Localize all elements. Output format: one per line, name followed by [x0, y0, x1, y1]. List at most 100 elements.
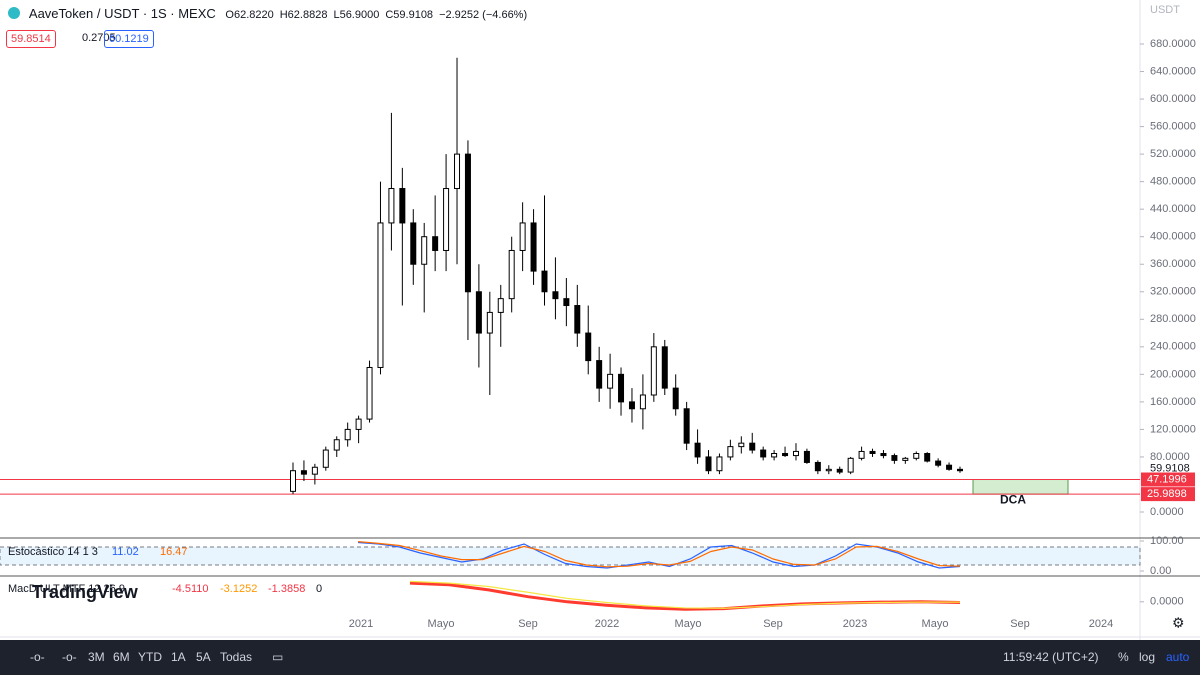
candle-body — [814, 461, 821, 472]
x-tick-label: Mayo — [675, 618, 702, 630]
header: AaveToken / USDT · 1S · MEXC O62.8220 H62… — [8, 6, 533, 21]
legend-value: 11.02 — [112, 546, 139, 558]
ask[interactable]: 60.1219 — [104, 30, 154, 48]
candle-body — [541, 270, 548, 293]
candle-body — [497, 298, 504, 313]
range[interactable]: 6M — [113, 650, 130, 664]
y-tick-label: 520.0000 — [1150, 148, 1196, 160]
settings-icon[interactable]: ⚙ — [1172, 615, 1185, 631]
candle-body — [443, 188, 450, 251]
candle-body — [639, 394, 646, 410]
candle-body — [628, 401, 635, 410]
chart: USDT TradingView ⚙ 0.0000 80.0000 120.0000… — [0, 0, 1200, 640]
candle-body — [935, 460, 942, 466]
candle-body — [858, 450, 865, 459]
y-tick-label: 360.0000 — [1150, 258, 1196, 270]
candle-body — [344, 428, 351, 441]
y-tick-label: 120.0000 — [1150, 423, 1196, 435]
y-tick-label: 480.0000 — [1150, 176, 1196, 188]
candle-body — [661, 346, 668, 389]
level-label: 25.9898 — [1147, 488, 1187, 500]
candle-body — [869, 450, 876, 455]
logo — [8, 7, 20, 19]
candle-body — [782, 453, 789, 457]
candle-body — [792, 450, 799, 457]
candle-body — [650, 346, 657, 396]
legend-value: -3.1252 — [220, 583, 257, 595]
range[interactable]: 1A — [171, 650, 186, 664]
y-tick-label: 80.0000 — [1150, 451, 1190, 463]
range[interactable]: 5A — [196, 650, 211, 664]
ohlc: L56.9000 — [333, 9, 380, 21]
range[interactable]: 3M — [88, 650, 105, 664]
candle-body — [618, 373, 625, 403]
candle-body — [311, 466, 318, 475]
candle-body — [760, 449, 767, 458]
x-tick-label: Mayo — [922, 618, 949, 630]
y-tick-label: 320.0000 — [1150, 286, 1196, 298]
candle-body — [771, 453, 778, 458]
y-tick-label: 560.0000 — [1150, 120, 1196, 132]
x-tick-label: Sep — [763, 618, 783, 630]
ohlc: O62.8220 — [225, 9, 274, 21]
zone-label: DCA — [1000, 492, 1026, 506]
icon[interactable]: -o- — [62, 650, 77, 664]
indicator-title: Estocástico 14 1 3 — [8, 546, 98, 558]
candle-body — [454, 153, 461, 190]
symbol[interactable]: AaveToken / USDT · 1S · MEXC — [28, 6, 216, 21]
legend-value: 16.47 — [160, 546, 188, 558]
y-tick-label: 240.0000 — [1150, 341, 1196, 353]
icon[interactable]: -o- — [30, 650, 45, 664]
candle-body — [290, 470, 296, 492]
range[interactable]: Todas — [220, 650, 253, 664]
x-tick-label: Sep — [1010, 618, 1030, 630]
log[interactable]: log — [1139, 650, 1156, 664]
date-icon[interactable]: ▭ — [272, 650, 284, 664]
candle-body — [366, 366, 373, 420]
candle-body — [694, 442, 701, 458]
percent[interactable]: % — [1118, 650, 1129, 664]
indicator-title: MacD ULT MTF 12 26 9 — [8, 583, 125, 595]
candle-body — [432, 236, 439, 251]
candle-body — [552, 291, 559, 300]
y-tick-label: 160.0000 — [1150, 396, 1196, 408]
watermark: TradingView — [32, 582, 139, 602]
bid[interactable]: 59.8514 — [6, 30, 56, 48]
last-price-label: 59.9108 — [1150, 463, 1190, 475]
x-tick-label: Mayo — [428, 618, 455, 630]
candle-body — [880, 453, 887, 457]
auto[interactable]: auto — [1166, 650, 1190, 664]
candle-body — [836, 468, 843, 473]
level-label: 47.1996 — [1147, 473, 1187, 485]
range[interactable]: YTD — [138, 650, 162, 664]
candle-body — [355, 418, 362, 430]
candle-body — [716, 456, 723, 472]
legend-value: -4.5110 — [172, 583, 209, 595]
candle-body — [913, 453, 920, 459]
y-tick-label: 0.0000 — [1150, 506, 1184, 518]
candle-body — [530, 222, 537, 272]
clock: 11:59:42 (UTC+2) — [1003, 650, 1099, 664]
stoch-band — [0, 546, 1141, 566]
candle-body — [825, 468, 832, 472]
level-tag — [1141, 487, 1195, 502]
candle-body — [672, 387, 679, 410]
x-tick-label: 2022 — [595, 618, 619, 630]
candle-body — [803, 450, 810, 463]
candle-body — [377, 222, 384, 368]
candle-body — [705, 456, 712, 472]
y-tick-label: 0.00 — [1150, 565, 1171, 577]
candle-body — [727, 446, 734, 458]
candle-body — [683, 408, 690, 444]
candle-body — [508, 249, 515, 300]
y-tick-label: 640.0000 — [1150, 65, 1196, 77]
y-tick-label: 280.0000 — [1150, 313, 1196, 325]
currency: USDT — [1150, 4, 1180, 16]
y-tick-label: 100.00 — [1150, 535, 1184, 547]
y-tick-label: 680.0000 — [1150, 38, 1196, 50]
indicator-line — [409, 580, 960, 609]
x-tick-label: 2024 — [1089, 618, 1113, 630]
y-tick-label: 200.0000 — [1150, 368, 1196, 380]
candle-body — [749, 442, 756, 451]
toolbar: -o- -o- 3M 6M YTD 1A 5A Todas ▭ 11:59:42 … — [0, 640, 1200, 675]
